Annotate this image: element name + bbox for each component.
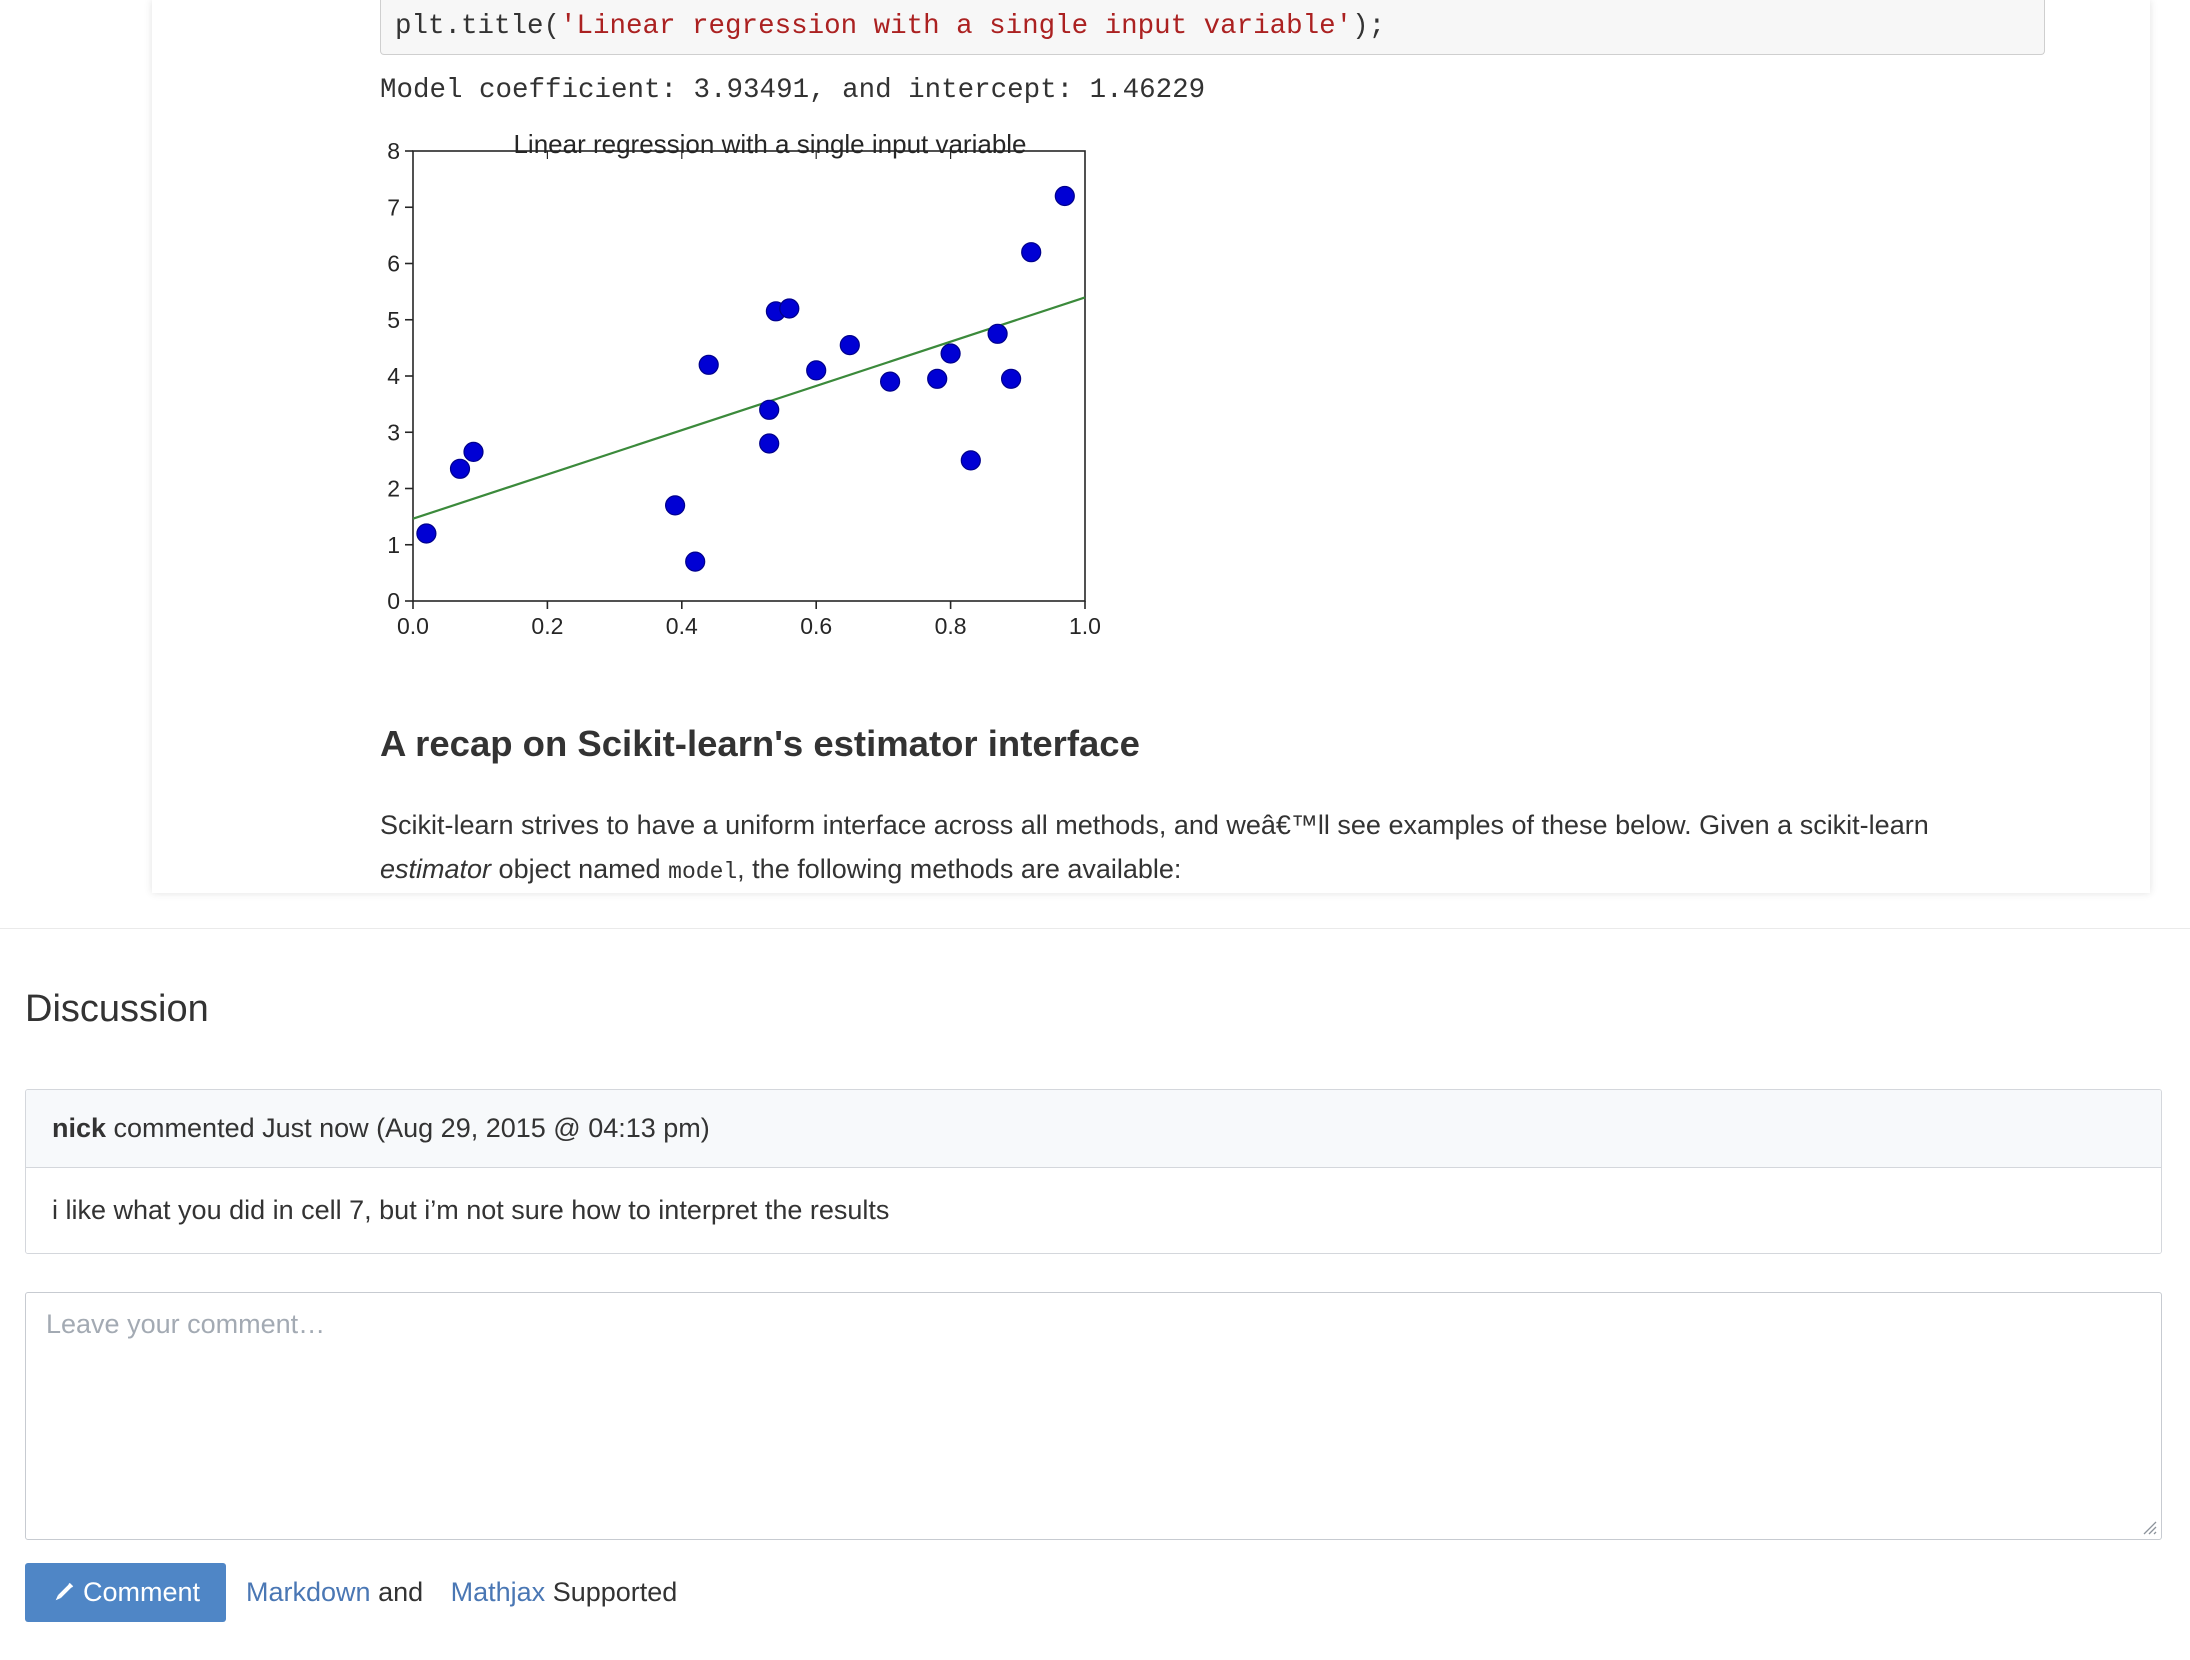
svg-text:Linear regression with a singl: Linear regression with a single input va… xyxy=(513,129,1026,159)
svg-text:1: 1 xyxy=(387,532,400,558)
svg-text:6: 6 xyxy=(387,250,400,276)
svg-text:0.0: 0.0 xyxy=(397,613,429,639)
svg-text:4: 4 xyxy=(387,363,400,389)
svg-text:0.8: 0.8 xyxy=(935,613,967,639)
svg-text:1.0: 1.0 xyxy=(1069,613,1101,639)
svg-text:2: 2 xyxy=(387,475,400,501)
svg-text:0.2: 0.2 xyxy=(531,613,563,639)
svg-text:0.4: 0.4 xyxy=(666,613,698,639)
svg-text:7: 7 xyxy=(387,194,400,220)
svg-text:3: 3 xyxy=(387,419,400,445)
svg-text:0: 0 xyxy=(387,588,400,614)
svg-text:0.6: 0.6 xyxy=(800,613,832,639)
svg-text:5: 5 xyxy=(387,307,400,333)
svg-text:8: 8 xyxy=(387,138,400,164)
